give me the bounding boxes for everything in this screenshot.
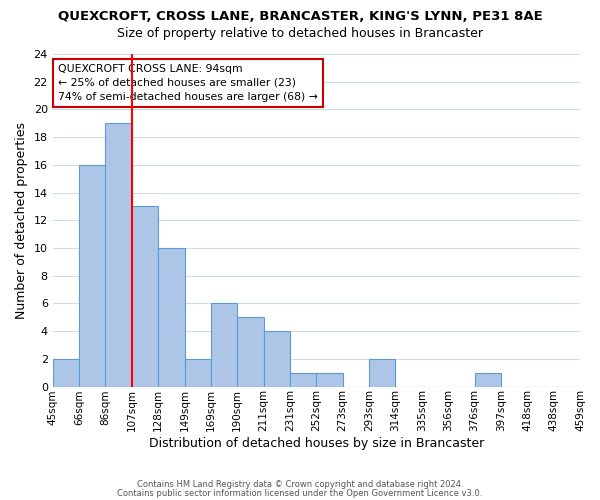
Bar — [475, 372, 501, 386]
Bar — [79, 165, 106, 386]
Bar — [290, 372, 316, 386]
Bar — [106, 124, 132, 386]
Bar — [132, 206, 158, 386]
Y-axis label: Number of detached properties: Number of detached properties — [15, 122, 28, 319]
Bar — [211, 304, 237, 386]
Bar — [237, 318, 263, 386]
Text: QUEXCROFT CROSS LANE: 94sqm
← 25% of detached houses are smaller (23)
74% of sem: QUEXCROFT CROSS LANE: 94sqm ← 25% of det… — [58, 64, 318, 102]
Text: QUEXCROFT, CROSS LANE, BRANCASTER, KING'S LYNN, PE31 8AE: QUEXCROFT, CROSS LANE, BRANCASTER, KING'… — [58, 10, 542, 23]
Text: Contains public sector information licensed under the Open Government Licence v3: Contains public sector information licen… — [118, 488, 482, 498]
Bar — [53, 359, 79, 386]
Bar — [185, 359, 211, 386]
Bar — [158, 248, 185, 386]
Bar — [263, 331, 290, 386]
Text: Contains HM Land Registry data © Crown copyright and database right 2024.: Contains HM Land Registry data © Crown c… — [137, 480, 463, 489]
Bar — [316, 372, 343, 386]
X-axis label: Distribution of detached houses by size in Brancaster: Distribution of detached houses by size … — [149, 437, 484, 450]
Text: Size of property relative to detached houses in Brancaster: Size of property relative to detached ho… — [117, 28, 483, 40]
Bar — [369, 359, 395, 386]
